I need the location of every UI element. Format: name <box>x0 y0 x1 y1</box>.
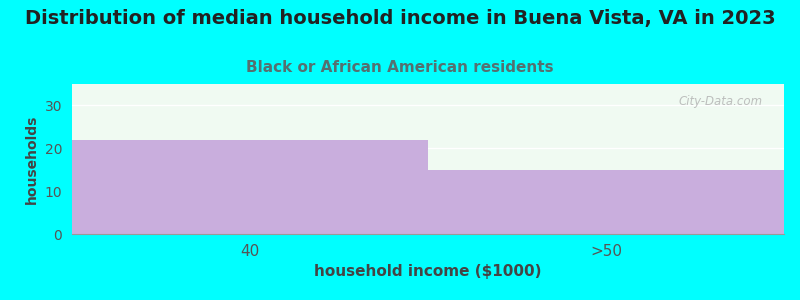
Bar <box>72 140 428 234</box>
Text: Distribution of median household income in Buena Vista, VA in 2023: Distribution of median household income … <box>25 9 775 28</box>
Text: Black or African American residents: Black or African American residents <box>246 60 554 75</box>
Bar <box>428 170 784 234</box>
X-axis label: household income ($1000): household income ($1000) <box>314 264 542 279</box>
Y-axis label: households: households <box>25 114 39 204</box>
Text: City-Data.com: City-Data.com <box>678 94 762 107</box>
